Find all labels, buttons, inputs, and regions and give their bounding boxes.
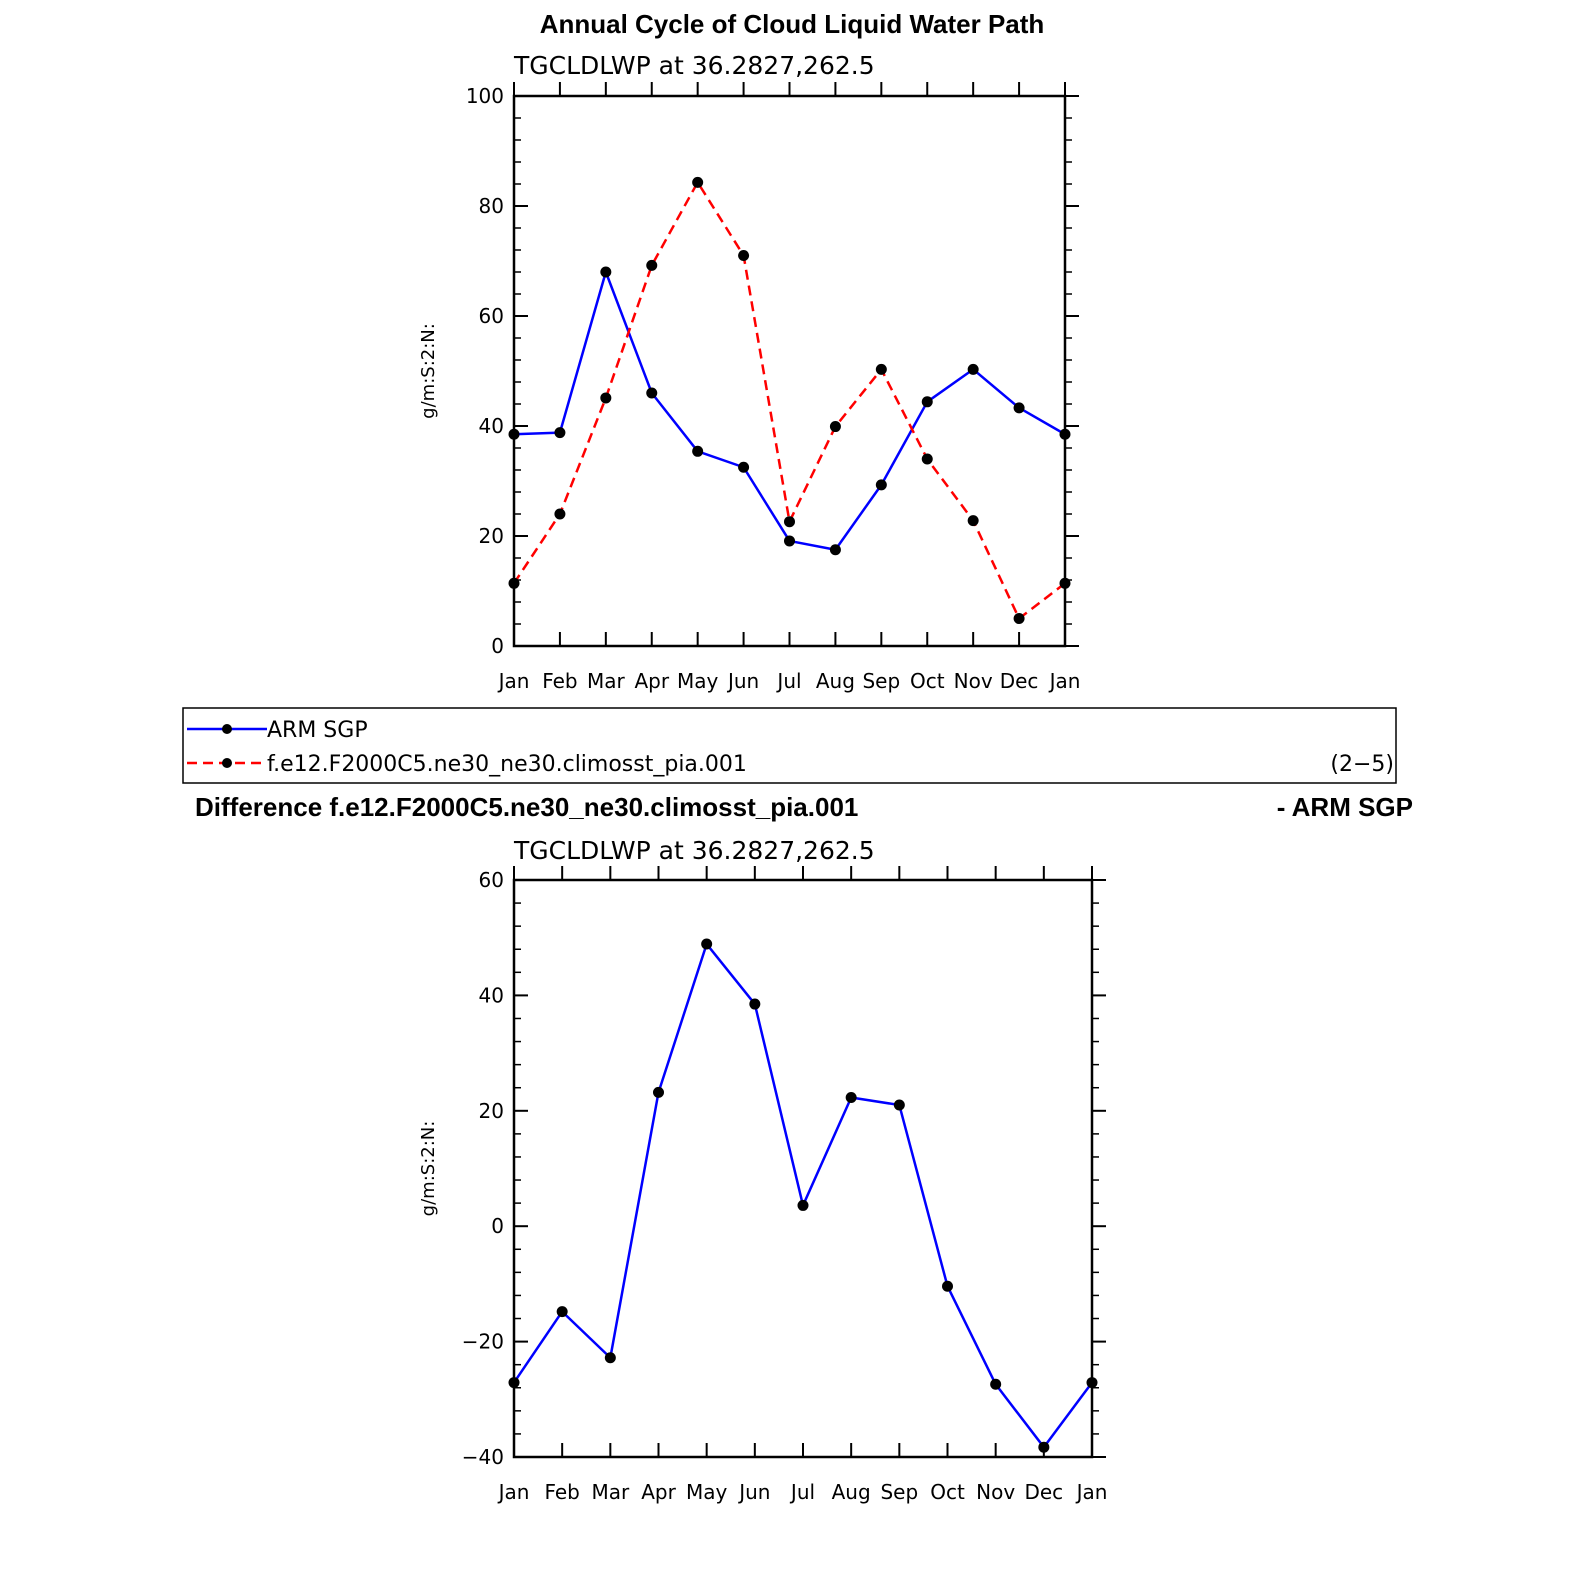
legend: ARM SGP f.e12.F2000C5.ne30_ne30.climosst… xyxy=(182,707,1397,784)
top-chart-series-0-point xyxy=(738,461,750,473)
bottom-chart-xtick-label: Jun xyxy=(737,1480,770,1504)
bottom-chart-series-0-line xyxy=(512,942,1094,1449)
top-chart-ytick-label: 0 xyxy=(491,634,504,658)
bottom-chart-series-0-point xyxy=(653,1086,664,1098)
bottom-chart-series-0-point xyxy=(604,1352,616,1364)
bottom-chart-xtick-label: Jan xyxy=(1075,1480,1108,1504)
top-chart-xtick-label: Feb xyxy=(542,669,577,693)
bottom-chart-series-0-point xyxy=(701,938,713,950)
bottom-chart-series-0-point xyxy=(942,1280,953,1292)
top-chart-xtick-label: Jan xyxy=(497,669,530,693)
top-chart-series-0-point xyxy=(921,396,933,408)
top-chart-series-0-line xyxy=(513,270,1066,551)
bottom-chart-xtick-label: Jan xyxy=(497,1480,530,1504)
top-chart-series-1-point xyxy=(1059,577,1071,589)
top-chart-series-0-point xyxy=(600,266,612,278)
top-chart-series-0-point xyxy=(554,427,566,439)
bottom-chart-xtick-label: Aug xyxy=(832,1480,871,1504)
top-chart-series-0-point xyxy=(508,428,520,440)
top-chart-series-1-point xyxy=(738,250,750,261)
top-chart-frame xyxy=(512,94,1067,648)
top-chart-xtick-label: Jul xyxy=(775,669,801,693)
bottom-chart-xtick-label: Dec xyxy=(1024,1480,1063,1504)
top-chart-ytick-label: 80 xyxy=(479,194,504,218)
top-chart-series-1-point xyxy=(646,259,658,271)
bottom-chart-title: Difference f.e12.F2000C5.ne30_ne30.climo… xyxy=(195,792,858,822)
bottom-chart-series-0-point xyxy=(1086,1377,1098,1389)
bottom-chart-subtitle: TGCLDLWP at 36.2827,262.5 xyxy=(513,836,875,865)
top-chart-series-1-point xyxy=(554,508,566,520)
top-chart-subtitle: TGCLDLWP at 36.2827,262.5 xyxy=(513,51,875,80)
bottom-chart-xtick-label: Apr xyxy=(641,1480,676,1504)
top-chart-series-0-point xyxy=(1059,428,1071,440)
top-chart-ytick-label: 20 xyxy=(479,524,504,548)
bottom-chart-series-0-point xyxy=(845,1092,857,1104)
bottom-chart-xtick-label: Nov xyxy=(976,1480,1015,1504)
top-chart-series-0-point xyxy=(967,363,979,375)
bottom-chart-xtick-label: Jul xyxy=(789,1480,815,1504)
top-chart-series-0-point xyxy=(1013,402,1025,414)
top-chart-series-1-point xyxy=(921,453,933,465)
top-chart-xtick-label: Nov xyxy=(954,669,993,693)
bottom-chart-series-0-point xyxy=(749,998,761,1010)
bottom-chart-ytick-label: 20 xyxy=(479,1099,504,1123)
bottom-chart-ytick-label: −20 xyxy=(462,1330,504,1354)
top-chart-series-1-line xyxy=(512,181,1066,620)
bottom-chart-ytick-label: 0 xyxy=(491,1214,504,1238)
top-chart-series-1-point xyxy=(784,516,795,528)
top-chart-xtick-label: Jun xyxy=(726,669,759,693)
bottom-chart-ytick-label: 40 xyxy=(479,983,504,1007)
top-chart-series-1-point xyxy=(600,392,612,404)
top-plot-area: 0 20 40 60 80 100 Jan Feb Mar Apr May Jun Jul Aug Sep O… xyxy=(418,82,1080,693)
legend-note: (2−5) xyxy=(1330,752,1394,777)
top-chart-series-0-point xyxy=(646,387,658,399)
bottom-chart-series-0-point xyxy=(508,1377,520,1389)
legend-box xyxy=(182,707,1397,784)
top-chart-xtick-label: Apr xyxy=(634,669,669,693)
bottom-chart-xtick-label: May xyxy=(686,1480,728,1504)
top-chart-series-0-point xyxy=(784,535,795,547)
bottom-chart-ytick-label: 60 xyxy=(479,868,504,892)
top-chart-xtick-label: Aug xyxy=(816,669,855,693)
legend-label-arm: ARM SGP xyxy=(267,718,368,743)
top-chart-xtick-label: May xyxy=(677,669,719,693)
top-chart-series-0-point xyxy=(875,479,887,491)
top-chart-xtick-label: Jan xyxy=(1048,669,1081,693)
top-chart-ytick-label: 100 xyxy=(466,84,504,108)
top-chart-series-1-point xyxy=(829,421,841,433)
top-chart-ytick-label: 60 xyxy=(479,304,504,328)
legend-label-model: f.e12.F2000C5.ne30_ne30.climosst_pia.001 xyxy=(267,752,747,777)
bottom-chart-xtick-label: Mar xyxy=(591,1480,630,1504)
top-chart-xtick-label: Dec xyxy=(1000,669,1039,693)
top-chart-xtick-label: Oct xyxy=(910,669,945,693)
top-chart-series-0-point xyxy=(692,445,704,457)
bottom-chart-series-0-point xyxy=(893,1099,905,1111)
top-chart-series-1-point xyxy=(967,515,979,527)
top-chart-xtick-label: Mar xyxy=(587,669,626,693)
top-chart-ytick-label: 40 xyxy=(479,414,504,438)
top-chart-xtick-label: Sep xyxy=(862,669,900,693)
top-chart-series-1-point xyxy=(692,176,704,188)
top-chart-y-axis-label: g/m:S:2:N: xyxy=(418,323,439,419)
legend-marker-model xyxy=(222,758,232,768)
bottom-plot-area: −40 −20 0 20 40 60 Jan Feb Mar Apr May Jun Jul Aug Sep… xyxy=(418,866,1107,1504)
top-chart-series-1-point xyxy=(508,577,520,589)
legend-marker-arm xyxy=(222,724,232,734)
bottom-chart-ytick-label: −40 xyxy=(462,1445,504,1469)
bottom-chart-series-0-point xyxy=(797,1199,809,1211)
top-chart-series-1-point xyxy=(1013,613,1025,624)
bottom-chart-xtick-label: Sep xyxy=(880,1480,918,1504)
top-chart-title: Annual Cycle of Cloud Liquid Water Path xyxy=(540,9,1045,39)
bottom-chart-series-0-point xyxy=(990,1378,1002,1390)
bottom-chart-frame xyxy=(512,878,1094,1459)
bottom-chart-title-right: - ARM SGP xyxy=(1277,792,1413,822)
top-chart-series-0-point xyxy=(829,544,841,556)
bottom-chart-series-0-point xyxy=(1038,1441,1050,1453)
bottom-chart-series-0-point xyxy=(556,1306,568,1318)
top-chart-series-1-point xyxy=(875,363,887,375)
bottom-chart-xtick-label: Oct xyxy=(930,1480,965,1504)
bottom-chart-xtick-label: Feb xyxy=(544,1480,579,1504)
bottom-chart-y-axis-label: g/m:S:2:N: xyxy=(418,1121,439,1217)
